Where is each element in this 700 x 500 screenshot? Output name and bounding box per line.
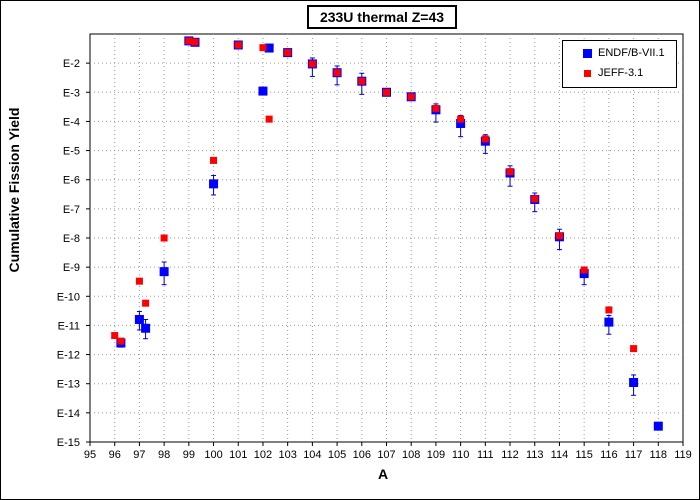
point-jeff (580, 266, 588, 274)
y-tick-label: E-12 (57, 350, 80, 362)
chart-title: 233U thermal Z=43 (307, 5, 457, 29)
x-tick-label: 110 (452, 449, 470, 461)
x-tick-label: 100 (204, 449, 222, 461)
point-endf (604, 317, 614, 327)
legend-label-jeff: JEFF-3.1 (598, 67, 644, 79)
y-tick-label: E-2 (63, 58, 80, 70)
x-axis-label: A (378, 466, 389, 482)
point-jeff (481, 135, 489, 143)
point-jeff (457, 115, 465, 123)
point-jeff (111, 332, 119, 340)
x-tick-label: 116 (600, 449, 618, 461)
y-tick-label: E-15 (57, 437, 80, 449)
point-endf (134, 314, 144, 324)
point-jeff (383, 88, 390, 96)
point-jeff (308, 60, 316, 68)
x-tick-label: 115 (575, 449, 593, 461)
point-jeff (135, 277, 143, 285)
y-tick-label: E-14 (57, 408, 80, 420)
x-tick-label: 111 (477, 449, 494, 461)
x-tick-label: 109 (427, 449, 445, 461)
point-jeff (117, 337, 125, 345)
y-tick-label: E-13 (57, 379, 80, 391)
legend: ENDF/B-VII.1 JEFF-3.1 (562, 40, 677, 88)
y-tick-label: E-6 (63, 175, 80, 187)
x-tick-label: 96 (109, 449, 121, 461)
x-tick-label: 107 (377, 449, 395, 461)
x-tick-label: 99 (183, 449, 195, 461)
x-tick-label: 117 (625, 449, 643, 461)
point-jeff (358, 77, 366, 85)
legend-entry-endf: ENDF/B-VII.1 (563, 45, 676, 61)
point-endf (209, 179, 219, 189)
point-jeff (265, 115, 273, 123)
x-tick-label: 105 (328, 449, 346, 461)
x-tick-label: 102 (254, 449, 272, 461)
y-tick-label: E-3 (63, 87, 80, 99)
legend-marker-endf (583, 49, 592, 58)
x-tick-label: 106 (353, 449, 371, 461)
y-tick-label: E-5 (63, 146, 80, 158)
x-tick-label: 104 (303, 449, 321, 461)
x-tick-label: 119 (674, 449, 692, 461)
point-jeff (191, 38, 199, 46)
legend-marker-jeff (584, 70, 591, 77)
point-jeff (407, 93, 415, 101)
x-tick-label: 95 (84, 449, 96, 461)
point-jeff (160, 234, 168, 242)
point-endf (579, 269, 589, 279)
point-jeff (259, 44, 267, 52)
x-tick-label: 98 (158, 449, 170, 461)
point-jeff (531, 195, 539, 203)
point-jeff (284, 49, 292, 57)
x-tick-label: 103 (278, 449, 296, 461)
point-jeff (185, 37, 193, 45)
point-jeff (234, 41, 242, 49)
legend-label-endf: ENDF/B-VII.1 (598, 47, 665, 59)
x-tick-label: 118 (650, 449, 668, 461)
y-tick-label: E-11 (58, 320, 80, 332)
point-jeff (506, 168, 514, 176)
point-jeff (630, 345, 638, 353)
y-tick-label: E-4 (63, 116, 80, 128)
y-tick-label: E-10 (57, 291, 80, 303)
x-tick-label: 101 (229, 449, 247, 461)
x-tick-label: 97 (133, 449, 145, 461)
x-tick-label: 108 (402, 449, 420, 461)
point-jeff (555, 232, 563, 240)
point-jeff (605, 306, 613, 314)
y-tick-label: E-7 (63, 204, 80, 216)
point-jeff (142, 299, 150, 307)
x-tick-label: 112 (501, 449, 519, 461)
point-jeff (432, 104, 440, 112)
point-endf (141, 323, 151, 333)
point-endf (456, 118, 466, 128)
legend-entry-jeff: JEFF-3.1 (563, 65, 676, 81)
point-jeff (210, 156, 218, 164)
point-endf (629, 378, 639, 388)
y-tick-label: E-8 (63, 233, 80, 245)
point-endf (653, 421, 663, 431)
y-tick-label: E-9 (63, 262, 80, 274)
point-endf (159, 267, 169, 277)
point-endf (264, 43, 274, 53)
x-tick-label: 113 (526, 449, 544, 461)
point-endf (258, 86, 268, 96)
x-tick-label: 114 (551, 449, 569, 461)
point-jeff (333, 69, 341, 77)
